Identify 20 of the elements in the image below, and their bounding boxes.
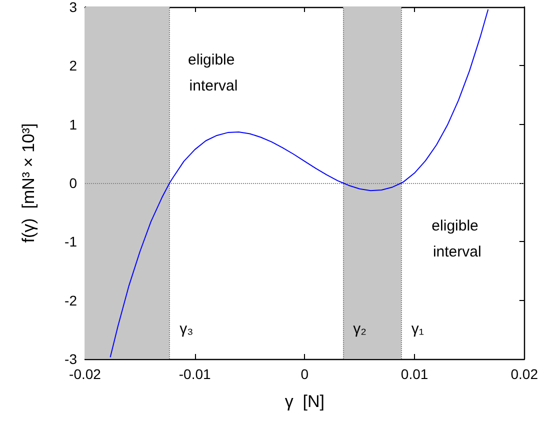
y-tick-label: -1 xyxy=(64,234,78,250)
x-tick-label: 0 xyxy=(300,366,309,382)
y-axis-title: f(γ) [mN³ × 10³] xyxy=(19,123,38,243)
y-tick-label: 2 xyxy=(69,58,78,74)
x-tick-label: -0.02 xyxy=(69,366,102,382)
x-axis-title: γ [N] xyxy=(284,392,325,411)
line-series xyxy=(110,8,489,358)
ref-line-label: γ₃ xyxy=(180,320,194,338)
y-tick-label: 3 xyxy=(69,0,78,15)
y-tick-label: 0 xyxy=(69,175,78,191)
y-tick-label: -3 xyxy=(64,351,78,367)
x-tick-label: 0.02 xyxy=(510,366,538,382)
ref-line-label: γ₁ xyxy=(411,320,424,338)
y-tick-label: 1 xyxy=(69,116,78,132)
annotation: eligible interval xyxy=(432,217,483,260)
annotation: eligible interval xyxy=(188,52,239,95)
x-tick-label: -0.01 xyxy=(178,366,212,382)
ref-line-label: γ₂ xyxy=(353,320,367,338)
x-tick-label: 0.01 xyxy=(400,366,428,382)
y-tick-label: -2 xyxy=(64,292,78,308)
